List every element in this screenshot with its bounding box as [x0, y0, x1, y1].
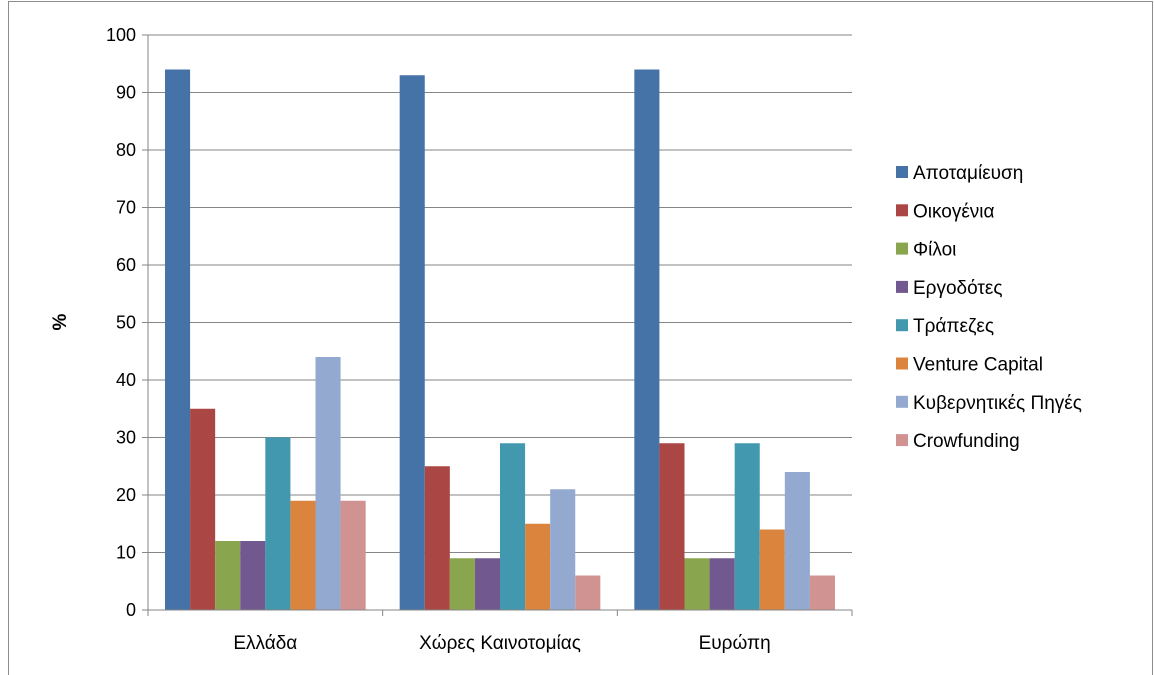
legend-swatch: [896, 395, 908, 408]
bars: [165, 69, 835, 610]
legend-label: Αποταμίευση: [913, 163, 1023, 184]
y-tick-label: 0: [126, 600, 136, 620]
bar: [190, 408, 216, 610]
bar: [634, 69, 660, 610]
y-tick-label: 10: [116, 543, 136, 563]
bar: [500, 443, 526, 610]
y-tick-label: 60: [116, 255, 136, 275]
legend-label: Φίλοι: [913, 240, 956, 261]
legend-swatch: [896, 166, 908, 178]
y-tick-label: 30: [116, 428, 136, 448]
y-tick-label: 70: [116, 198, 136, 218]
legend-label: Κυβερνητικές Πηγές: [913, 393, 1082, 414]
y-axis-title: %: [50, 313, 71, 330]
y-tick-label: 100: [106, 25, 136, 45]
legend: Αποταμίευση Οικογένια Φίλοι Εργοδότες Τράπεζ…: [896, 163, 1082, 452]
bar: [424, 466, 450, 610]
x-category-label: Ελλάδα: [233, 633, 297, 654]
legend-swatch: [896, 280, 908, 293]
bar: [809, 575, 835, 610]
bar: [759, 529, 785, 610]
bar: [525, 523, 551, 610]
legend-swatch: [896, 204, 908, 217]
bar: [449, 558, 475, 610]
bar: [550, 489, 576, 610]
legend-swatch: [896, 357, 908, 370]
bar: [165, 69, 191, 610]
bar: [474, 558, 500, 610]
bar: [659, 443, 685, 610]
axes: [147, 35, 853, 616]
legend-swatch: [896, 434, 908, 447]
bar: [684, 558, 710, 610]
x-category-labels: Ελλάδα Χώρες Καινοτομίας Ευρώπη: [233, 633, 770, 654]
legend-swatch: [896, 242, 908, 255]
y-tick-label: 50: [116, 313, 136, 333]
bar: [575, 575, 601, 610]
y-tick-labels: 0 10 20 30 40 50 60 70 80 90 100: [106, 25, 136, 620]
chart-frame: [8, 1, 1153, 675]
y-tick-label: 40: [116, 370, 136, 390]
legend-label: Οικογένια: [913, 201, 995, 222]
x-category-label: Ευρώπη: [699, 633, 771, 654]
bar: [784, 472, 810, 610]
y-tick-label: 80: [116, 140, 136, 160]
bar: [215, 541, 241, 610]
bar: [315, 357, 341, 610]
bar: [399, 75, 425, 610]
x-category-label: Χώρες Καινοτομίας: [419, 633, 581, 654]
bar: [265, 437, 291, 610]
bar: [709, 558, 735, 610]
bar: [340, 500, 366, 610]
bar: [734, 443, 760, 610]
y-tick-label: 20: [116, 485, 136, 505]
y-tick-label: 90: [116, 83, 136, 103]
legend-label: Crowfunding: [913, 431, 1020, 452]
bar: [240, 541, 266, 610]
legend-label: Τράπεζες: [913, 316, 994, 337]
legend-label: Εργοδότες: [913, 278, 1003, 299]
legend-swatch: [896, 319, 908, 332]
legend-label: Venture Capital: [913, 355, 1043, 376]
bar: [290, 500, 316, 610]
